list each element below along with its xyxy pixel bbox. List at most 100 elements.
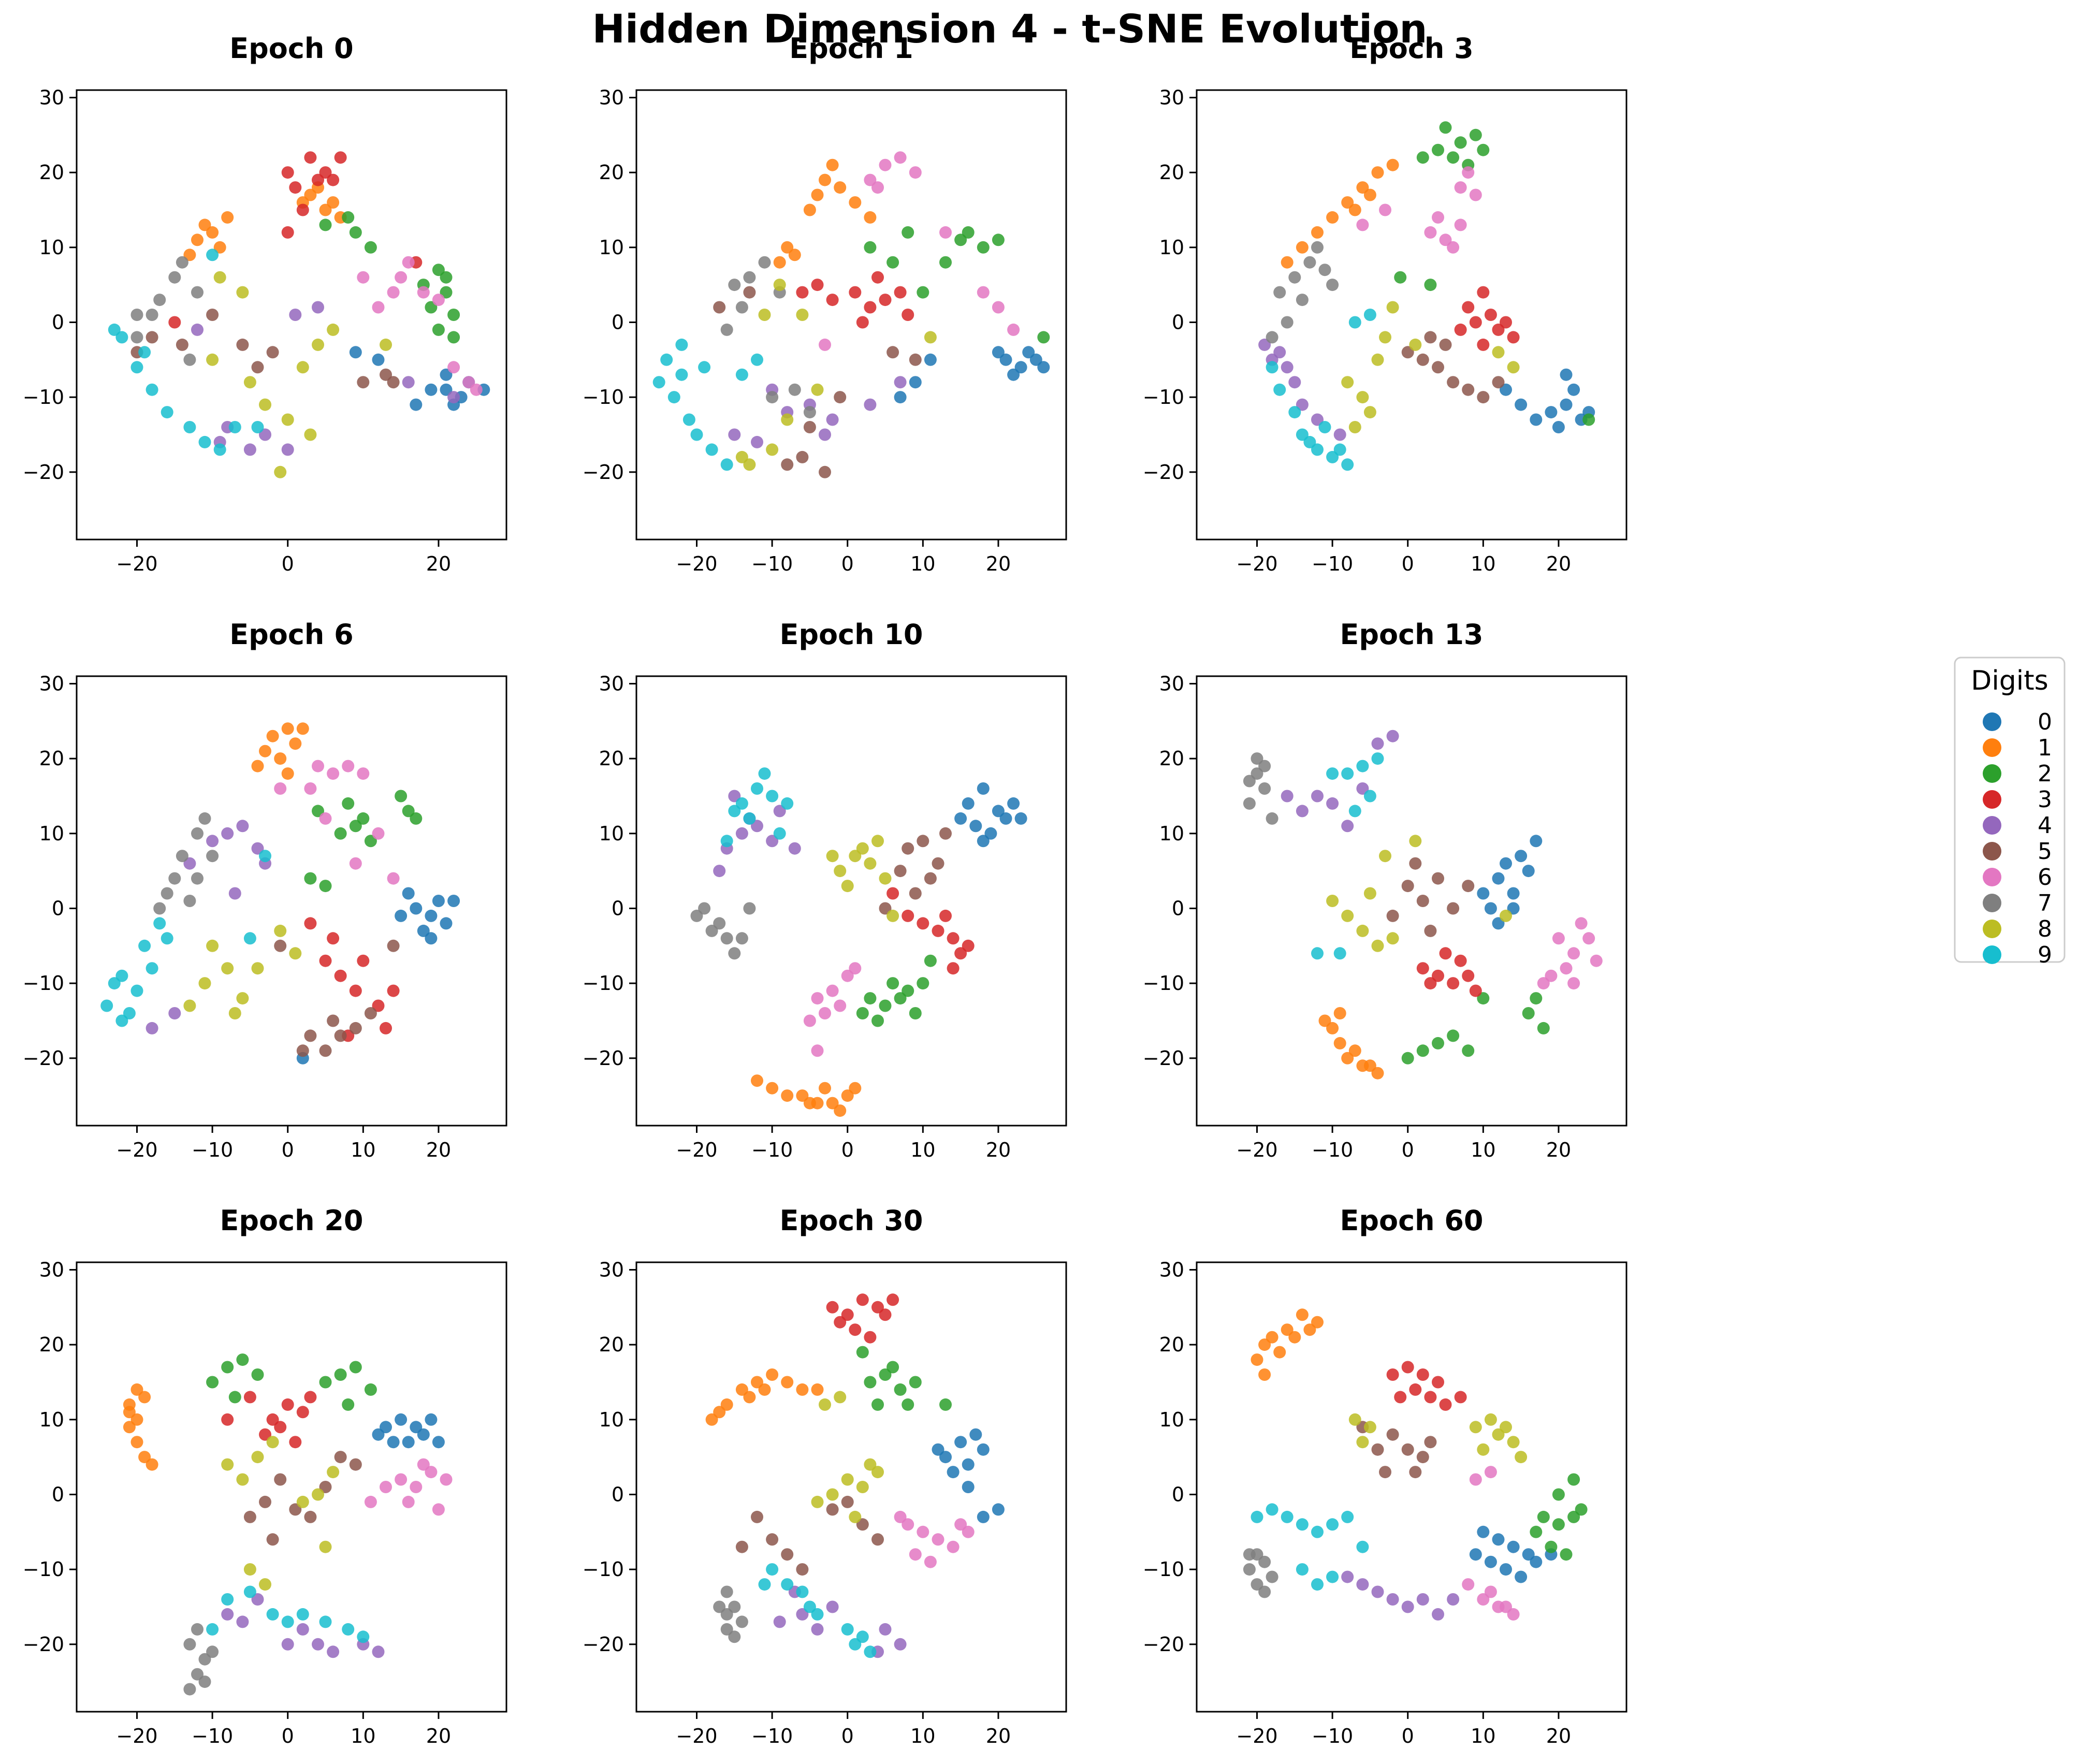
scatter-point-digit-8 bbox=[1341, 909, 1354, 922]
scatter-point-digit-3 bbox=[319, 954, 332, 967]
scatter-point-digit-7 bbox=[1266, 1570, 1278, 1583]
scatter-point-digit-0 bbox=[977, 1510, 990, 1523]
scatter-point-digit-1 bbox=[788, 249, 801, 261]
scatter-point-digit-2 bbox=[447, 331, 460, 344]
legend-label: 9 bbox=[2038, 942, 2052, 968]
scatter-point-digit-4 bbox=[402, 376, 415, 389]
scatter-point-digit-2 bbox=[1477, 992, 1490, 1005]
scatter-point-digit-4 bbox=[728, 428, 741, 441]
scatter-point-digit-4 bbox=[372, 1645, 385, 1658]
scatter-point-digit-2 bbox=[447, 309, 460, 321]
scatter-point-digit-8 bbox=[281, 413, 294, 426]
scatter-point-digit-9 bbox=[1341, 1510, 1354, 1523]
x-tick-label: 0 bbox=[841, 1725, 854, 1747]
scatter-point-digit-3 bbox=[932, 924, 944, 937]
x-tick-label: −10 bbox=[751, 552, 793, 575]
scatter-point-digit-4 bbox=[1326, 797, 1339, 810]
scatter-point-digit-1 bbox=[849, 196, 862, 209]
subplot-title: Epoch 30 bbox=[779, 1204, 923, 1237]
scatter-point-digit-6 bbox=[803, 1014, 816, 1027]
scatter-point-digit-2 bbox=[864, 992, 877, 1005]
scatter-point-digit-2 bbox=[342, 1398, 355, 1411]
scatter-point-digit-0 bbox=[1515, 398, 1528, 411]
scatter-point-digit-2 bbox=[364, 1383, 377, 1396]
x-tick-label: −20 bbox=[1236, 1139, 1277, 1161]
scatter-point-digit-1 bbox=[1288, 1331, 1301, 1344]
scatter-point-digit-9 bbox=[841, 1623, 854, 1636]
scatter-point-digit-3 bbox=[387, 984, 400, 997]
y-tick-label: 30 bbox=[1159, 672, 1184, 695]
scatter-point-digit-9 bbox=[652, 376, 665, 389]
scatter-point-digit-7 bbox=[735, 1615, 748, 1628]
scatter-point-digit-5 bbox=[327, 1014, 340, 1027]
scatter-point-digit-7 bbox=[803, 406, 816, 419]
legend-marker-digit-1 bbox=[1983, 738, 2001, 757]
scatter-point-digit-9 bbox=[803, 1600, 816, 1613]
scatter-point-digit-4 bbox=[206, 835, 219, 848]
scatter-point-digit-7 bbox=[191, 286, 204, 299]
scatter-point-digit-6 bbox=[879, 158, 892, 171]
x-tick-label: −20 bbox=[116, 1725, 157, 1747]
scatter-point-digit-1 bbox=[319, 203, 332, 216]
scatter-point-digit-7 bbox=[735, 932, 748, 945]
scatter-point-digit-8 bbox=[1379, 850, 1391, 863]
scatter-point-digit-8 bbox=[1356, 391, 1369, 404]
scatter-point-digit-0 bbox=[372, 1428, 385, 1441]
scatter-point-digit-9 bbox=[682, 413, 695, 426]
scatter-point-digit-3 bbox=[168, 316, 181, 329]
scatter-point-digit-6 bbox=[1507, 1608, 1520, 1621]
scatter-point-digit-8 bbox=[879, 872, 892, 885]
scatter-point-digit-7 bbox=[1243, 775, 1256, 788]
scatter-point-digit-9 bbox=[1348, 805, 1361, 818]
scatter-point-digit-1 bbox=[1363, 188, 1376, 201]
scatter-point-digit-4 bbox=[221, 1608, 234, 1621]
scatter-point-digit-1 bbox=[130, 1383, 143, 1396]
y-tick-label: 30 bbox=[1159, 1258, 1184, 1281]
scatter-point-digit-3 bbox=[864, 301, 877, 314]
scatter-point-digit-1 bbox=[123, 1406, 136, 1419]
scatter-point-digit-1 bbox=[304, 188, 317, 201]
x-tick-label: 20 bbox=[1546, 552, 1571, 575]
scatter-point-digit-2 bbox=[902, 1398, 914, 1411]
scatter-point-digit-1 bbox=[138, 1391, 151, 1404]
scatter-point-digit-3 bbox=[1416, 962, 1429, 975]
scatter-point-digit-3 bbox=[281, 166, 294, 179]
scatter-point-digit-0 bbox=[1492, 917, 1505, 930]
scatter-point-digit-5 bbox=[796, 1563, 809, 1576]
scatter-point-digit-8 bbox=[1507, 361, 1520, 374]
scatter-point-digit-2 bbox=[364, 835, 377, 848]
x-tick-label: 20 bbox=[426, 1725, 451, 1747]
scatter-point-digit-9 bbox=[108, 323, 121, 336]
subplot: Epoch 1 −20 −10 0 10 20 −20 −10 0 10 20 30 bbox=[583, 32, 1067, 575]
y-tick-label: 10 bbox=[599, 236, 624, 259]
x-tick-label: −20 bbox=[676, 552, 717, 575]
scatter-point-digit-1 bbox=[130, 1413, 143, 1426]
scatter-point-digit-4 bbox=[1288, 376, 1301, 389]
scatter-point-digit-7 bbox=[728, 1600, 741, 1613]
scatter-point-digit-1 bbox=[1363, 1059, 1376, 1072]
x-tick-label: 20 bbox=[426, 1139, 451, 1161]
scatter-point-digit-0 bbox=[1507, 902, 1520, 915]
x-tick-label: 0 bbox=[282, 1725, 294, 1747]
scatter-point-digit-9 bbox=[1303, 435, 1316, 448]
scatter-point-digit-2 bbox=[349, 1361, 362, 1374]
scatter-point-digit-9 bbox=[115, 969, 128, 982]
scatter-point-digit-9 bbox=[720, 458, 733, 471]
y-tick-label: −10 bbox=[23, 972, 64, 995]
legend-marker-digit-5 bbox=[1983, 842, 2001, 861]
y-tick-label: −20 bbox=[1143, 461, 1184, 484]
scatter-point-digit-0 bbox=[932, 1443, 944, 1456]
scatter-point-digit-4 bbox=[788, 842, 801, 855]
scatter-point-digit-6 bbox=[924, 1555, 937, 1568]
scatter-point-digit-1 bbox=[1273, 1346, 1286, 1359]
scatter-point-digit-6 bbox=[841, 969, 854, 982]
scatter-point-digit-8 bbox=[735, 450, 748, 463]
scatter-point-digit-4 bbox=[894, 376, 907, 389]
scatter-point-digit-6 bbox=[372, 301, 385, 314]
scatter-point-digit-2 bbox=[319, 880, 332, 893]
scatter-point-digit-4 bbox=[735, 827, 748, 840]
y-tick-label: −10 bbox=[1143, 972, 1184, 995]
scatter-point-digit-0 bbox=[1530, 1555, 1543, 1568]
scatter-point-digit-2 bbox=[1530, 992, 1543, 1005]
scatter-point-digit-3 bbox=[917, 917, 929, 930]
